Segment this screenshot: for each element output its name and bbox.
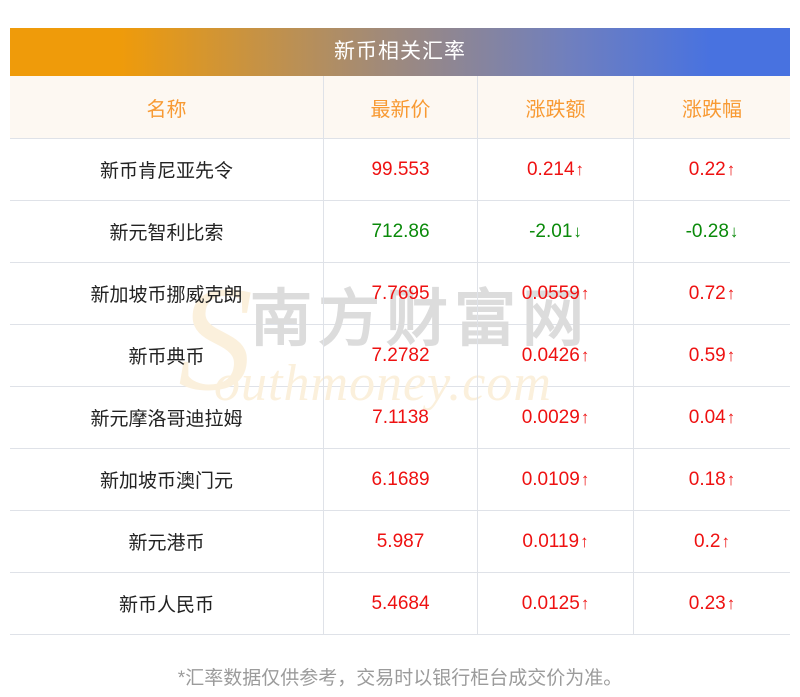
table-row[interactable]: 新加坡币澳门元 6.1689 0.0109 ↑ 0.18 ↑ — [10, 448, 790, 510]
cell-change-amount: 0.0029 ↑ — [477, 387, 633, 448]
currency-name-label: 新元港币 — [128, 533, 205, 554]
table-row[interactable]: 新币人民币 5.4684 0.0125 ↑ 0.23 ↑ — [10, 572, 790, 634]
table-header-row: 名称 最新价 涨跌额 涨跌幅 — [10, 76, 790, 138]
arrow-up-icon: ↑ — [726, 345, 736, 365]
change-percent-value: -0.28 — [685, 220, 729, 242]
change-amount-value: 0.0029 — [521, 406, 580, 428]
cell-latest-price: 6.1689 — [323, 449, 477, 510]
cell-change-amount: -2.01 ↓ — [477, 201, 633, 262]
cell-currency-name[interactable]: 新加坡币澳门元 — [10, 449, 323, 510]
arrow-down-icon: ↓ — [729, 221, 739, 241]
cell-currency-name[interactable]: 新元港币 — [10, 511, 323, 572]
cell-change-amount: 0.0109 ↑ — [477, 449, 633, 510]
table-row[interactable]: 新元港币 5.987 0.0119 ↑ 0.2 ↑ — [10, 510, 790, 572]
cell-change-percent: 0.04 ↑ — [633, 387, 790, 448]
latest-price-value: 7.2782 — [371, 344, 430, 366]
arrow-up-icon: ↑ — [726, 407, 736, 427]
arrow-up-icon: ↑ — [580, 531, 589, 551]
table-body: 新币肯尼亚先令 99.553 0.214 ↑ 0.22 ↑ 新元智利比索 712.86 -2.0… — [10, 138, 790, 634]
column-header-price[interactable]: 最新价 — [323, 76, 477, 138]
table-row[interactable]: 新加坡币挪威克朗 7.7695 0.0559 ↑ 0.72 ↑ — [10, 262, 790, 324]
cell-change-percent: 0.2 ↑ — [633, 511, 790, 572]
change-percent-value: 0.72 — [688, 282, 726, 304]
currency-name-label: 新元摩洛哥迪拉姆 — [90, 409, 243, 430]
change-amount-value: 0.0559 — [521, 282, 580, 304]
arrow-up-icon: ↑ — [575, 159, 585, 179]
currency-name-label: 新币人民币 — [118, 595, 214, 616]
change-percent-value: 0.04 — [688, 406, 726, 428]
arrow-up-icon: ↑ — [580, 283, 590, 303]
cell-latest-price: 7.7695 — [323, 263, 477, 324]
latest-price-value: 7.1138 — [372, 406, 429, 428]
currency-name-label: 新币典币 — [128, 347, 205, 368]
latest-price-value: 99.553 — [371, 158, 430, 180]
currency-name-label: 新元智利比索 — [109, 223, 224, 244]
cell-latest-price: 7.1138 — [323, 387, 477, 448]
table-row[interactable]: 新币肯尼亚先令 99.553 0.214 ↑ 0.22 ↑ — [10, 138, 790, 200]
cell-change-percent: -0.28 ↓ — [633, 201, 790, 262]
cell-latest-price: 5.4684 — [323, 573, 477, 634]
cell-currency-name[interactable]: 新元智利比索 — [10, 201, 323, 262]
arrow-up-icon: ↑ — [726, 593, 736, 613]
table-title-banner: 新币相关汇率 — [10, 28, 790, 76]
cell-change-amount: 0.0119 ↑ — [477, 511, 633, 572]
cell-currency-name[interactable]: 新加坡币挪威克朗 — [10, 263, 323, 324]
cell-change-percent: 0.18 ↑ — [633, 449, 790, 510]
cell-change-percent: 0.72 ↑ — [633, 263, 790, 324]
arrow-up-icon: ↑ — [726, 159, 736, 179]
arrow-up-icon: ↑ — [580, 469, 590, 489]
cell-currency-name[interactable]: 新币人民币 — [10, 573, 323, 634]
cell-change-amount: 0.0125 ↑ — [477, 573, 633, 634]
latest-price-value: 7.7695 — [371, 282, 430, 304]
cell-latest-price: 5.987 — [323, 511, 477, 572]
cell-change-amount: 0.214 ↑ — [477, 139, 633, 200]
arrow-up-icon: ↑ — [580, 345, 590, 365]
change-percent-value: 0.18 — [688, 468, 726, 490]
latest-price-value: 6.1689 — [371, 468, 430, 490]
change-amount-value: 0.214 — [526, 158, 575, 180]
change-percent-value: 0.59 — [688, 344, 726, 366]
exchange-rate-table: 新币相关汇率 名称 最新价 涨跌额 涨跌幅 新币肯尼亚先令 99.553 0.214… — [10, 28, 790, 690]
arrow-up-icon: ↑ — [726, 469, 736, 489]
arrow-up-icon: ↑ — [721, 531, 730, 551]
arrow-up-icon: ↑ — [726, 283, 736, 303]
disclaimer-note: *汇率数据仅供参考，交易时以银行柜台成交价为准。 — [177, 668, 623, 689]
currency-name-label: 新加坡币挪威克朗 — [90, 285, 243, 306]
cell-change-percent: 0.22 ↑ — [633, 139, 790, 200]
change-percent-value: 0.22 — [688, 158, 726, 180]
change-percent-value: 0.2 — [694, 530, 721, 552]
table-bottom-divider — [10, 634, 790, 635]
change-amount-value: -2.01 — [529, 220, 573, 242]
arrow-up-icon: ↑ — [580, 593, 590, 613]
change-amount-value: 0.0426 — [521, 344, 580, 366]
arrow-up-icon: ↑ — [580, 407, 590, 427]
latest-price-value: 712.86 — [371, 220, 430, 242]
cell-currency-name[interactable]: 新币典币 — [10, 325, 323, 386]
cell-change-percent: 0.23 ↑ — [633, 573, 790, 634]
cell-change-amount: 0.0426 ↑ — [477, 325, 633, 386]
change-amount-value: 0.0109 — [521, 468, 580, 490]
change-percent-value: 0.23 — [688, 592, 726, 614]
change-amount-value: 0.0125 — [521, 592, 580, 614]
arrow-down-icon: ↓ — [573, 221, 582, 241]
cell-change-percent: 0.59 ↑ — [633, 325, 790, 386]
cell-change-amount: 0.0559 ↑ — [477, 263, 633, 324]
latest-price-value: 5.4684 — [371, 592, 430, 614]
cell-latest-price: 99.553 — [323, 139, 477, 200]
table-row[interactable]: 新元智利比索 712.86 -2.01 ↓ -0.28 ↓ — [10, 200, 790, 262]
change-amount-value: 0.0119 — [522, 530, 580, 552]
column-header-name[interactable]: 名称 — [146, 98, 187, 121]
cell-currency-name[interactable]: 新元摩洛哥迪拉姆 — [10, 387, 323, 448]
cell-latest-price: 712.86 — [323, 201, 477, 262]
cell-latest-price: 7.2782 — [323, 325, 477, 386]
column-header-change[interactable]: 涨跌额 — [477, 76, 633, 138]
currency-name-label: 新加坡币澳门元 — [99, 471, 233, 492]
cell-currency-name[interactable]: 新币肯尼亚先令 — [10, 139, 323, 200]
latest-price-value: 5.987 — [376, 530, 425, 552]
currency-name-label: 新币肯尼亚先令 — [99, 161, 233, 182]
table-row[interactable]: 新元摩洛哥迪拉姆 7.1138 0.0029 ↑ 0.04 ↑ — [10, 386, 790, 448]
table-row[interactable]: 新币典币 7.2782 0.0426 ↑ 0.59 ↑ — [10, 324, 790, 386]
column-header-percent[interactable]: 涨跌幅 — [633, 76, 790, 138]
